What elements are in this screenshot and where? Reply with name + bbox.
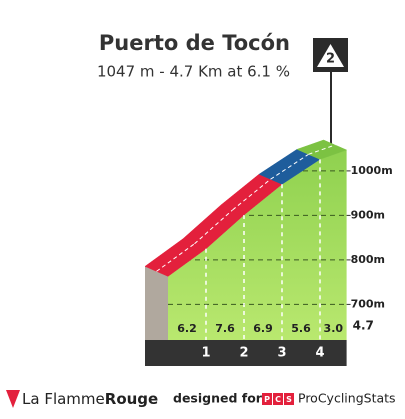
brand: La FlammeRouge (22, 390, 158, 408)
gradient-label: 5.6 (291, 322, 311, 335)
logo-letter: S (286, 395, 292, 404)
gradient-label: 6.2 (177, 322, 197, 335)
segment-dash (270, 153, 309, 180)
x-tick-label: 4 (315, 346, 324, 361)
y-tick-label: 1000m (351, 164, 393, 177)
base-band (145, 340, 347, 366)
side-face (145, 266, 168, 340)
x-tick-label: 3 (277, 346, 286, 361)
flamme-icon (6, 390, 20, 408)
logo-box (284, 393, 294, 405)
y-tick-label: 800m (351, 253, 385, 266)
subtitle: 1047 m - 4.7 Km at 6.1 % (97, 63, 290, 81)
category: 2 (326, 52, 335, 67)
y-tick-label: 900m (351, 208, 385, 221)
brand-bold: Rouge (105, 390, 158, 408)
badge-triangle (317, 44, 344, 67)
x-tick-label: 2 (239, 346, 248, 361)
logo-box (273, 393, 283, 405)
logo-box (262, 393, 272, 405)
logo-letter: C (275, 395, 281, 404)
y-tick-label: 700m (351, 297, 385, 310)
brand-light: La Flamme (22, 390, 105, 408)
category-badge: 2 (313, 38, 348, 145)
profile-face (168, 149, 347, 340)
title: Puerto de Tocón (99, 31, 290, 55)
gradient-label: 6.9 (253, 322, 273, 335)
gradient-label: 7.6 (215, 322, 235, 335)
segment-dash (156, 243, 195, 272)
credit: designed for (173, 391, 263, 406)
plot: 700m 800m 900m 1000m 6.2 7.6 6.9 5.6 3.0 1 2 3 4 4.7 (144, 139, 393, 366)
x-tick-label: 1 (201, 346, 210, 361)
segment-dash (232, 178, 271, 211)
logo-letter: P (264, 395, 270, 404)
x-tick-label: 4.7 (353, 319, 374, 333)
site: ProCyclingStats (298, 391, 396, 406)
segment-dash (194, 209, 233, 245)
segment-dash (308, 144, 336, 155)
gradient-label: 3.0 (324, 322, 344, 335)
